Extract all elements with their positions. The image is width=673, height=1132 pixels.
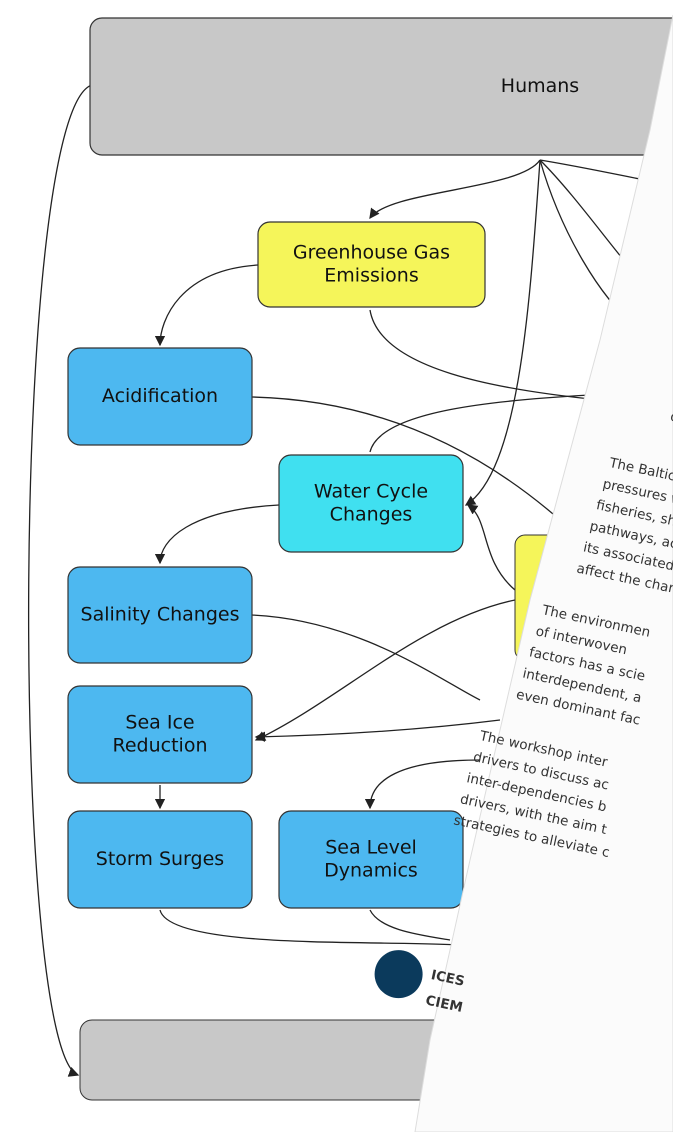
node-label: Salinity Changes [81,604,240,626]
edge [370,910,450,940]
diagram: Humans Greenhouse GasEmissions Acidificati… [0,0,673,1132]
node-label: Sea Level [325,837,417,859]
logo-icon [370,946,427,1003]
edge [370,160,540,218]
node-label: Sea Ice [125,712,194,734]
node-label: Acidification [102,385,218,407]
node-box [90,18,673,155]
node-label: Greenhouse Gas [293,242,450,264]
edge [160,910,460,945]
edge [370,310,600,400]
node-label: Humans [501,75,579,97]
edge [160,505,279,563]
node-label: Reduction [113,735,208,757]
node-label: Water Cycle [314,481,428,503]
edge [256,720,500,737]
edge [468,505,515,590]
node-label: Storm Surges [96,848,224,870]
edge [252,615,480,700]
node-label: Dynamics [324,860,418,882]
node-label: Emissions [324,265,418,287]
edge [256,600,515,740]
edge [160,265,258,345]
edge [466,160,540,505]
edge [370,395,590,452]
node-label: Changes [330,504,413,526]
